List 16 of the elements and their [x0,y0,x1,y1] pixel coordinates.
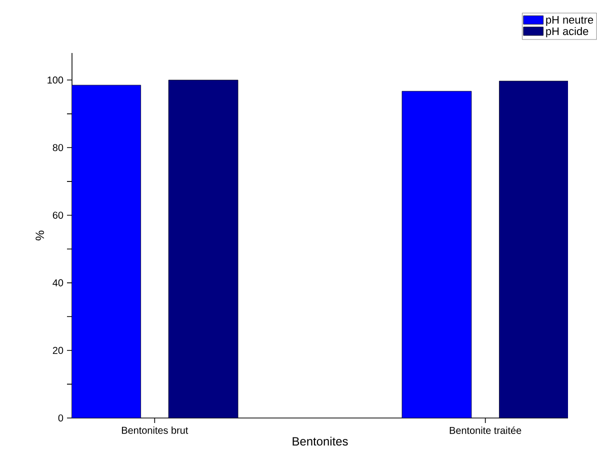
x-axis-title: Bentonites [292,436,348,446]
y-tick-label: 80 [52,144,64,152]
bar [402,90,472,418]
y-tick-label: 100 [48,76,64,84]
legend-label: pH acide [546,27,588,38]
y-tick-label: 20 [52,346,64,354]
y-tick-label: 40 [52,279,64,286]
y-tick-label: 0 [58,414,64,422]
bar [168,80,238,418]
y-tick-label: 60 [52,212,64,219]
x-tick-label: Bentonites brut [122,426,188,434]
y-axis-title: % [36,230,44,240]
bar [499,80,568,418]
x-tick-label: Bentonite traitée [450,426,522,434]
bar [72,84,141,418]
legend-label: pH neutre [546,16,594,26]
